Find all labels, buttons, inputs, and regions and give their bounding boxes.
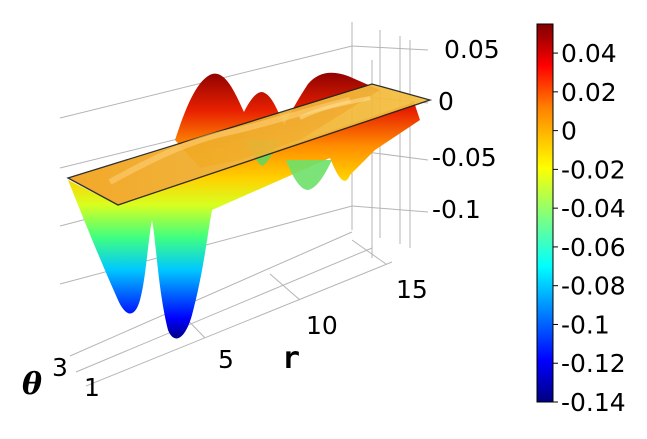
surface-front-face [68,102,420,339]
colorbar-tick-label: -0.08 [561,272,626,301]
x-tick-label: 15 [396,275,428,304]
z-tick-label: 0 [438,87,454,116]
colorbar-tick-label: 0.02 [561,78,617,107]
y-tick-label: 1 [84,373,100,402]
plane-ridge [299,96,371,120]
x-axis-label: r [282,341,300,376]
z-axis: 0.05 0 -0.05 -0.1 [432,35,500,224]
grid-line [85,261,393,387]
x-tick-label: 5 [218,345,234,374]
colorbar: 0.04 0.02 0 -0.02 -0.04 -0.06 -0.08 -0.1 -0.12 -0… [536,23,626,417]
surface [66,72,433,339]
colorbar-tick-label: -0.14 [561,388,626,417]
z-tick-label: -0.05 [432,143,497,172]
surface-trough [286,160,332,190]
grid-line [351,45,429,51]
y-axis-label: θ [22,367,42,402]
grid-line [69,231,353,357]
colorbar-ticks: 0.04 0.02 0 -0.02 -0.04 -0.06 -0.08 -0.1 -0.12 -0… [553,39,626,417]
x-tick-label: 10 [306,311,338,340]
colorbar-tick-label: -0.06 [561,233,626,262]
colorbar-tick-label: 0 [561,117,577,146]
y-axis: 3 1 θ [22,353,100,402]
grid-line [351,239,387,265]
y-tick-label: 3 [52,353,68,382]
plane-ridge [108,97,351,185]
z-tick-label: 0.05 [444,35,500,64]
colorbar-gradient [536,23,554,403]
colorbar-tick-label: -0.1 [561,310,610,339]
colorbar-tick-label: -0.04 [561,194,626,223]
zero-plane [66,83,433,206]
grid-line [351,205,429,213]
grid-line [75,247,373,373]
grid-line [269,273,301,301]
z-tick-label: -0.1 [432,195,481,224]
x-axis: 5 10 15 r [218,275,428,376]
colorbar-tick-label: 0.04 [561,39,617,68]
colorbar-tick-label: -0.02 [561,155,626,184]
colorbar-tick-label: -0.12 [561,349,626,378]
